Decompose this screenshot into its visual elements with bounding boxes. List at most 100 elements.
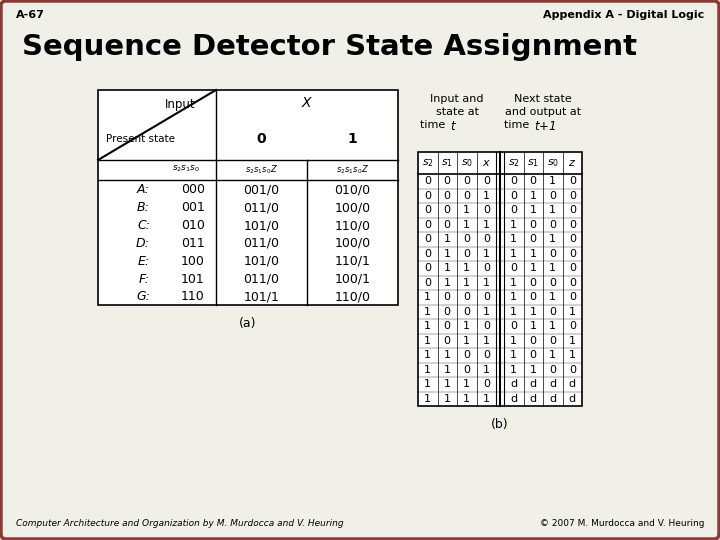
Text: 0: 0 [482,176,490,186]
Text: 1: 1 [424,336,431,346]
Text: 011/0: 011/0 [243,273,279,286]
Text: 1: 1 [569,307,576,317]
Text: 1: 1 [510,350,517,360]
Text: 1: 1 [510,292,517,302]
Text: d: d [530,379,537,389]
Text: 0: 0 [482,234,490,244]
Text: 0: 0 [549,307,557,317]
Text: 1: 1 [549,234,557,244]
Text: 0: 0 [549,249,557,259]
Text: 1: 1 [530,191,536,201]
Text: 0: 0 [444,292,451,302]
Text: 1: 1 [510,249,517,259]
Bar [98,90,398,305]
Text: 110: 110 [181,291,205,303]
Text: 001: 001 [181,201,205,214]
Text: Sequence Detector State Assignment: Sequence Detector State Assignment [22,33,637,61]
Text: 1: 1 [348,132,357,146]
Text: 1: 1 [510,278,517,288]
Text: $t$+1: $t$+1 [534,120,556,133]
Text: 100/1: 100/1 [335,273,371,286]
Text: 010: 010 [181,219,205,232]
Text: 0: 0 [569,321,576,331]
Text: 1: 1 [463,379,470,389]
Text: d: d [510,379,517,389]
Text: d: d [530,394,537,404]
Text: 1: 1 [482,364,490,375]
Text: 1: 1 [424,394,431,404]
Text: 1: 1 [463,394,470,404]
Text: C:: C: [137,219,150,232]
Text: $X$: $X$ [301,96,313,110]
Text: G:: G: [136,291,150,303]
Text: 1: 1 [482,249,490,259]
Text: 1: 1 [549,350,557,360]
Text: 000: 000 [181,183,205,197]
Text: 1: 1 [424,379,431,389]
Text: 001/0: 001/0 [243,183,279,197]
Text: A:: A: [137,183,150,197]
Text: 1: 1 [463,263,470,273]
Text: 0: 0 [569,191,576,201]
Text: 0: 0 [463,176,470,186]
Text: 1: 1 [530,321,536,331]
Text: 1: 1 [463,205,470,215]
Text: $s_2 s_1 s_0$: $s_2 s_1 s_0$ [172,163,200,173]
Text: 0: 0 [530,234,536,244]
Text: F:: F: [139,273,150,286]
Text: 1: 1 [510,220,517,229]
Text: 0: 0 [463,364,470,375]
Text: Input: Input [165,98,195,111]
Text: 1: 1 [549,321,557,331]
Text: 0: 0 [510,191,517,201]
Text: d: d [510,394,517,404]
Text: $s_2$: $s_2$ [508,157,520,169]
Text: 100: 100 [181,255,205,268]
Text: 1: 1 [482,307,490,317]
Text: 0: 0 [444,307,451,317]
Text: 1: 1 [510,364,517,375]
Text: 1: 1 [530,263,536,273]
Text: 1: 1 [549,205,557,215]
Text: 1: 1 [549,263,557,273]
Text: 0: 0 [530,176,536,186]
Text: 0: 0 [549,191,557,201]
Text: 0: 0 [549,336,557,346]
Text: 1: 1 [569,350,576,360]
Text: 110/1: 110/1 [335,255,370,268]
Text: 1: 1 [424,321,431,331]
Text: 1: 1 [482,220,490,229]
Text: 1: 1 [424,364,431,375]
Text: 0: 0 [569,234,576,244]
Text: 0: 0 [482,263,490,273]
Text: 0: 0 [569,249,576,259]
Text: 0: 0 [463,292,470,302]
Text: Appendix A - Digital Logic: Appendix A - Digital Logic [543,10,704,20]
Text: 0: 0 [482,205,490,215]
Text: $s_1$: $s_1$ [441,157,454,169]
Text: 0: 0 [424,234,431,244]
Text: time: time [504,120,533,130]
Text: 0: 0 [424,263,431,273]
Text: B:: B: [137,201,150,214]
Text: 1: 1 [444,364,451,375]
Text: 0: 0 [549,220,557,229]
Text: 1: 1 [463,336,470,346]
Text: 1: 1 [482,336,490,346]
Text: 0: 0 [482,321,490,331]
Text: 0: 0 [569,364,576,375]
Text: 1: 1 [530,364,536,375]
Text: $s_1$: $s_1$ [527,157,539,169]
Text: (b): (b) [491,418,509,431]
Text: 1: 1 [463,278,470,288]
Text: 1: 1 [530,307,536,317]
Text: $x$: $x$ [482,158,491,168]
Text: 0: 0 [569,278,576,288]
Text: 1: 1 [510,307,517,317]
Text: 0: 0 [463,191,470,201]
Text: 1: 1 [510,234,517,244]
Text: 0: 0 [444,191,451,201]
Text: 0: 0 [424,249,431,259]
Text: 100/0: 100/0 [334,237,371,250]
Text: 011/0: 011/0 [243,237,279,250]
